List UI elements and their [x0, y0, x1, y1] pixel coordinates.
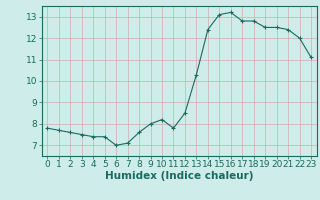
X-axis label: Humidex (Indice chaleur): Humidex (Indice chaleur) [105, 171, 253, 181]
